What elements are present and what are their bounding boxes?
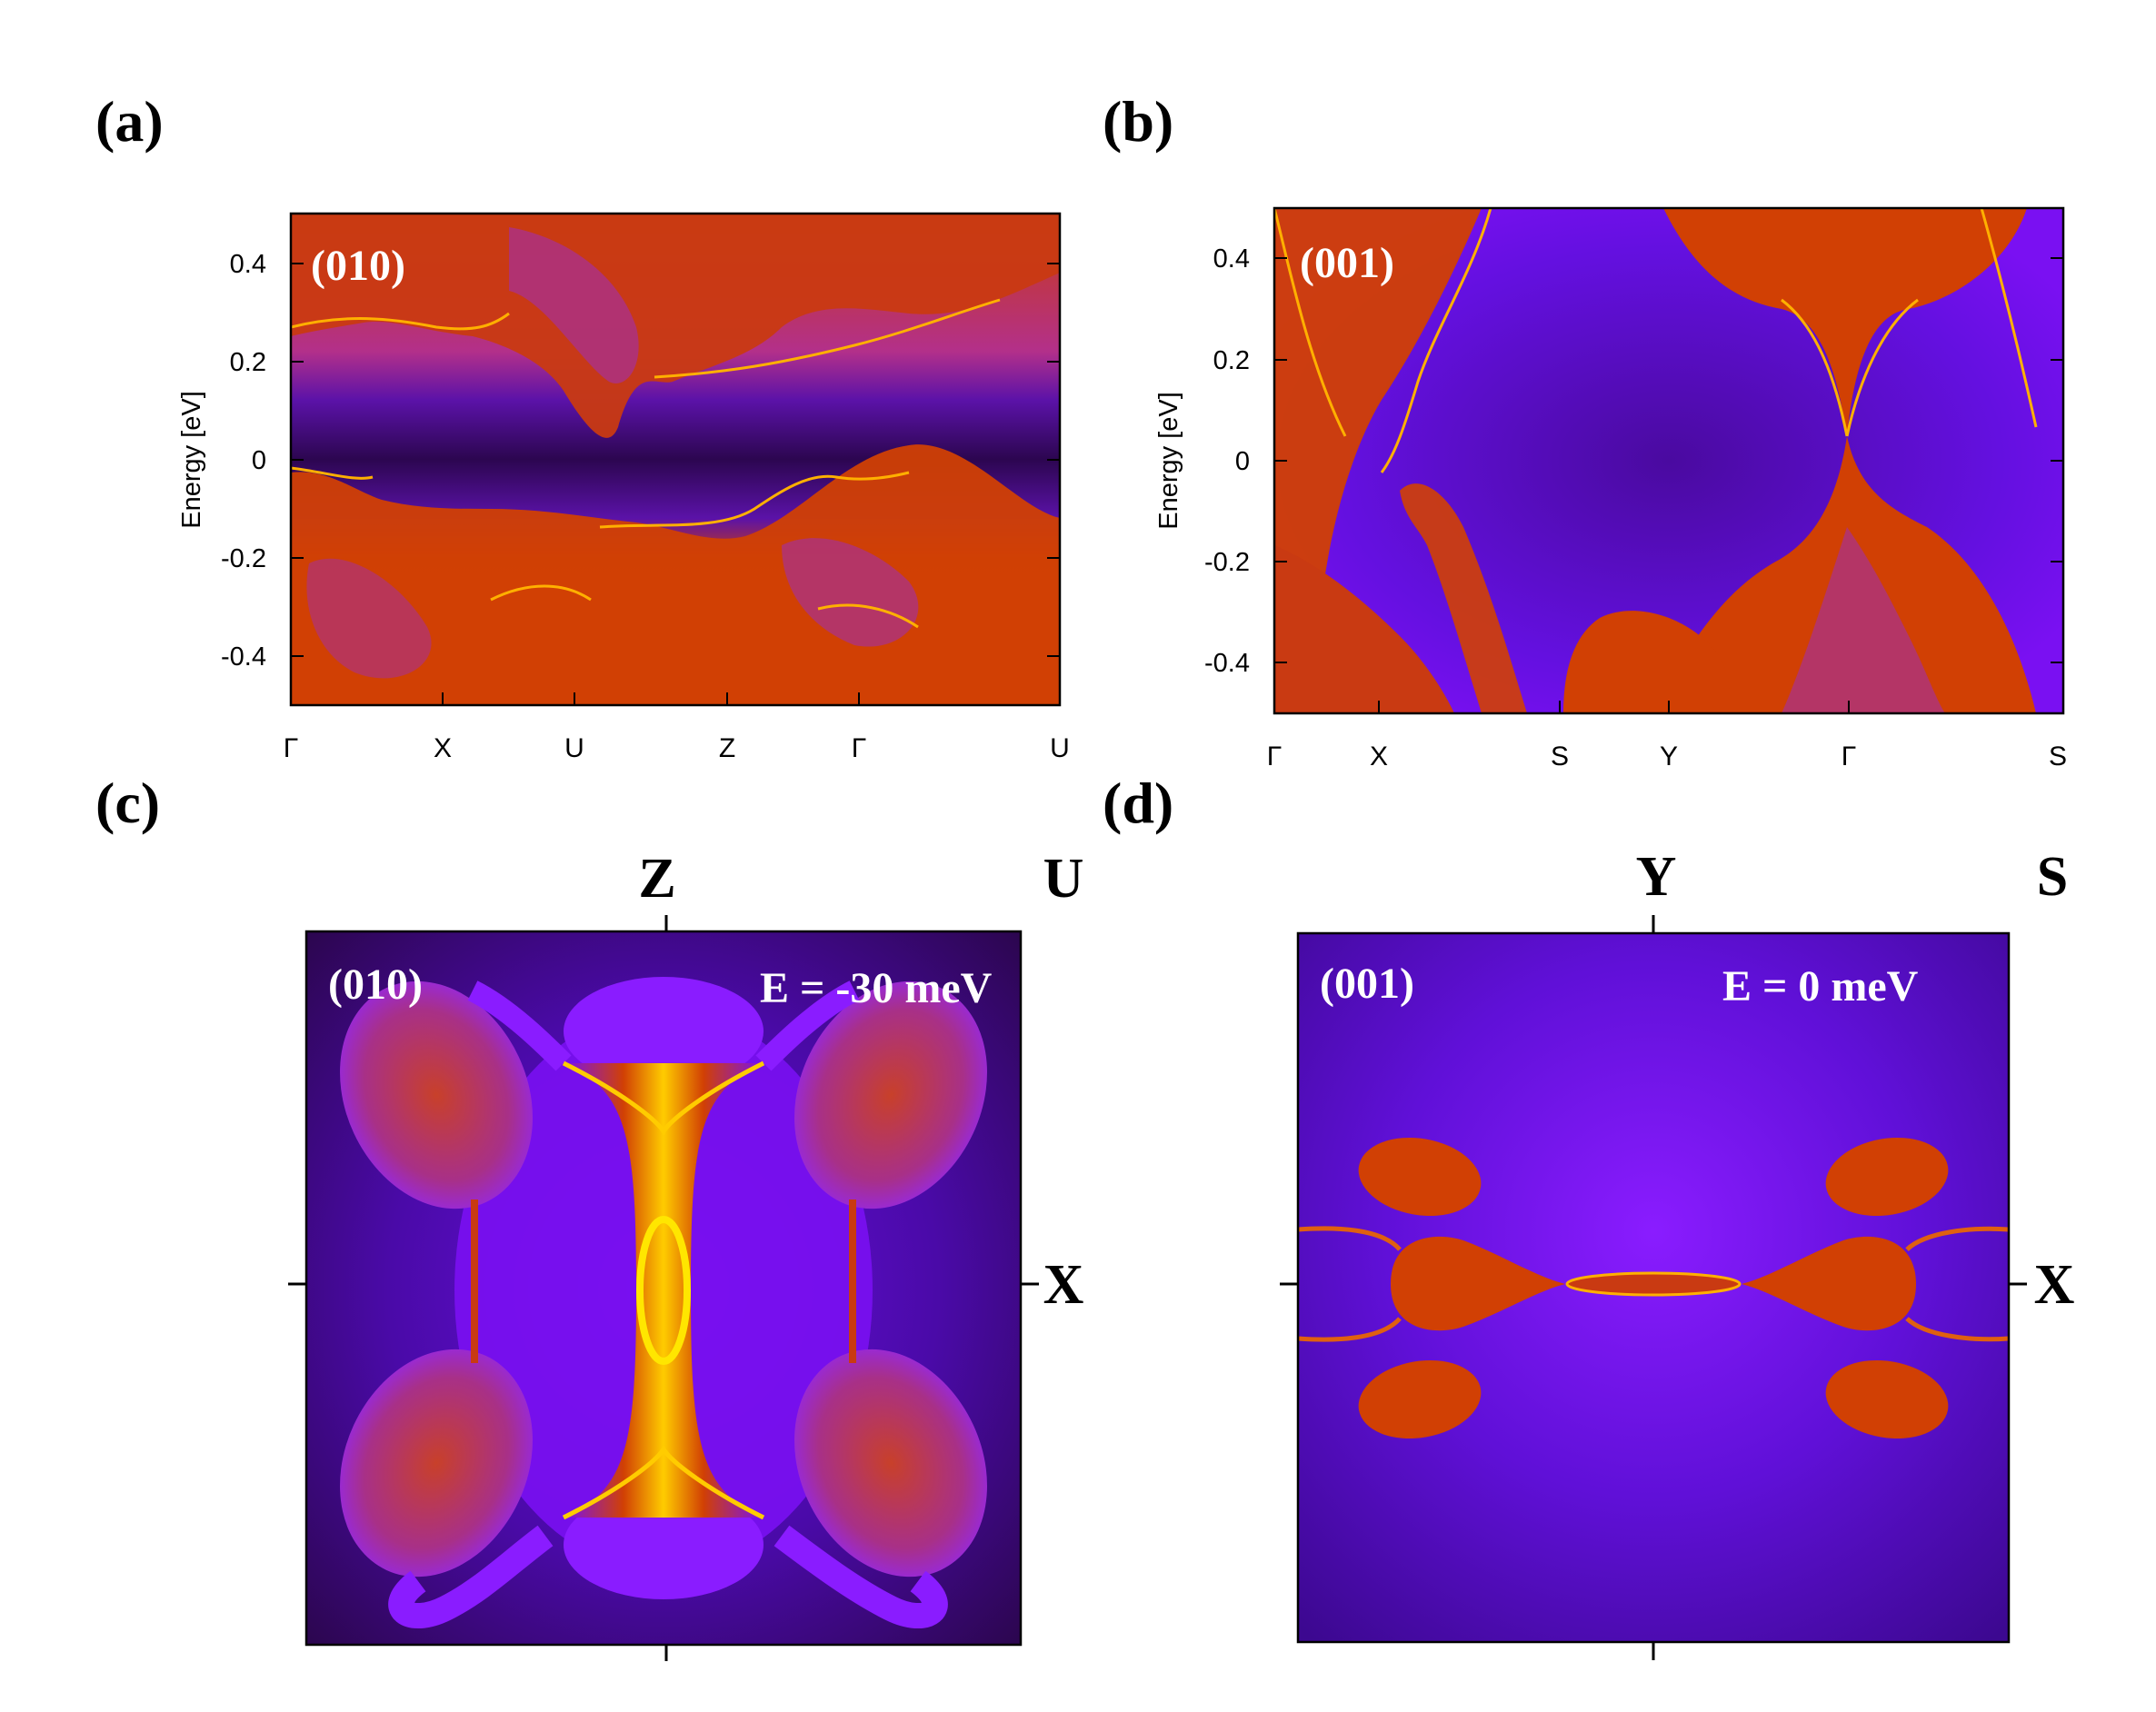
panel-c: (c): [95, 771, 1084, 1661]
panel-b-label: (b): [1103, 89, 1173, 154]
panel-d-energy: E = 0 meV: [1722, 962, 1919, 1010]
panel-a-heatmap: [291, 214, 1060, 705]
panel-b-kpoint: Γ: [1267, 742, 1283, 771]
panel-d-heatmap: [1298, 933, 2009, 1642]
panel-c-label: (c): [95, 771, 160, 835]
panel-b-kpoint: Γ: [1842, 742, 1857, 771]
panel-a-ylabel: Energy [eV]: [177, 391, 206, 529]
panel-b-ytick: 0.4: [1213, 244, 1250, 274]
panel-b-ytick: -0.2: [1204, 548, 1250, 577]
panel-a-kpoint: Γ: [284, 733, 299, 763]
panel-d-label: (d): [1103, 771, 1173, 835]
panel-b-kpoint: Y: [1660, 742, 1678, 771]
panel-d-top-left-symbol: Y: [1636, 846, 1677, 908]
panel-b-ytick: -0.4: [1204, 649, 1250, 678]
panel-c-heatmap: [306, 931, 1021, 1645]
panel-a-ytick: 0.2: [230, 348, 266, 377]
panel-a-ytick: 0.4: [230, 250, 266, 279]
panel-b-kpoint: S: [2049, 742, 2067, 771]
panel-b-ylabel: Energy [eV]: [1154, 392, 1183, 530]
panel-c-top-right-symbol: U: [1043, 848, 1084, 910]
panel-a-xaxis: Γ X U Z Γ U: [284, 692, 1070, 763]
panel-d-right-symbol: X: [2034, 1254, 2075, 1316]
panel-a-label: (a): [95, 89, 164, 154]
panel-c-top-left-symbol: Z: [638, 848, 675, 910]
panel-b-surface: (001): [1300, 239, 1394, 287]
panel-b: (b): [1103, 89, 2067, 771]
panel-c-surface: (010): [328, 961, 423, 1009]
panel-b-yaxis: 0.4 0.2 0 -0.2 -0.4 Energy [eV]: [1154, 244, 2063, 678]
panel-a-kpoint: U: [1050, 733, 1070, 763]
panel-c-right-symbol: X: [1043, 1254, 1084, 1316]
panel-d: (d) Y S X (001) E = 0 meV: [1103, 771, 2075, 1660]
panel-c-frame: [304, 930, 1023, 1647]
panel-a-surface: (010): [311, 242, 405, 290]
panel-a-kpoint: X: [434, 733, 452, 763]
panel-a-ytick: -0.4: [221, 642, 266, 672]
panel-a-kpoint: Z: [719, 733, 735, 763]
panel-a-yaxis: 0.4 0.2 0 -0.2 -0.4 Energy [eV]: [177, 250, 1060, 672]
panel-d-surface: (001): [1320, 960, 1414, 1008]
panel-a-ytick: 0: [252, 446, 266, 475]
panel-b-ytick: 0.2: [1213, 346, 1250, 375]
panel-b-ytick: 0: [1235, 447, 1250, 476]
panel-a-ytick: -0.2: [221, 544, 266, 573]
panel-a: (a): [95, 89, 1070, 763]
panel-b-kpoint: X: [1370, 742, 1388, 771]
panel-d-top-right-symbol: S: [2037, 846, 2068, 908]
panel-a-kpoint: U: [564, 733, 584, 763]
panel-a-kpoint: Γ: [852, 733, 867, 763]
panel-b-kpoint: S: [1551, 742, 1569, 771]
panel-b-heatmap: [1274, 208, 2063, 713]
panel-c-energy: E = -30 meV: [760, 964, 993, 1012]
panel-b-xaxis: Γ X S Y Γ S: [1267, 701, 2067, 771]
